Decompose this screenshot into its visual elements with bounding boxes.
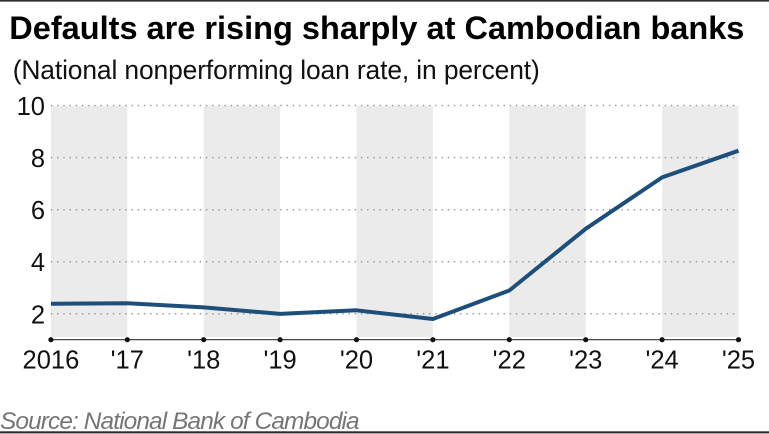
svg-text:'25: '25	[722, 347, 755, 375]
svg-text:2016: 2016	[23, 347, 80, 375]
svg-text:'21: '21	[416, 347, 449, 375]
svg-text:(National nonperforming loan r: (National nonperforming loan rate, in pe…	[13, 55, 540, 85]
svg-text:2: 2	[31, 301, 45, 329]
svg-text:'22: '22	[493, 347, 526, 375]
svg-text:'23: '23	[569, 347, 602, 375]
svg-text:'17: '17	[111, 347, 144, 375]
svg-text:6: 6	[31, 197, 45, 225]
svg-text:10: 10	[17, 93, 45, 121]
svg-text:Defaults are rising sharply at: Defaults are rising sharply at Cambodian…	[9, 10, 744, 46]
svg-text:'18: '18	[187, 347, 220, 375]
svg-text:'24: '24	[645, 347, 678, 375]
svg-text:8: 8	[31, 145, 45, 173]
svg-text:Source: National Bank of Cambo: Source: National Bank of Cambodia	[0, 408, 359, 434]
svg-text:'19: '19	[263, 347, 296, 375]
svg-text:'20: '20	[340, 347, 373, 375]
svg-text:4: 4	[31, 249, 45, 277]
